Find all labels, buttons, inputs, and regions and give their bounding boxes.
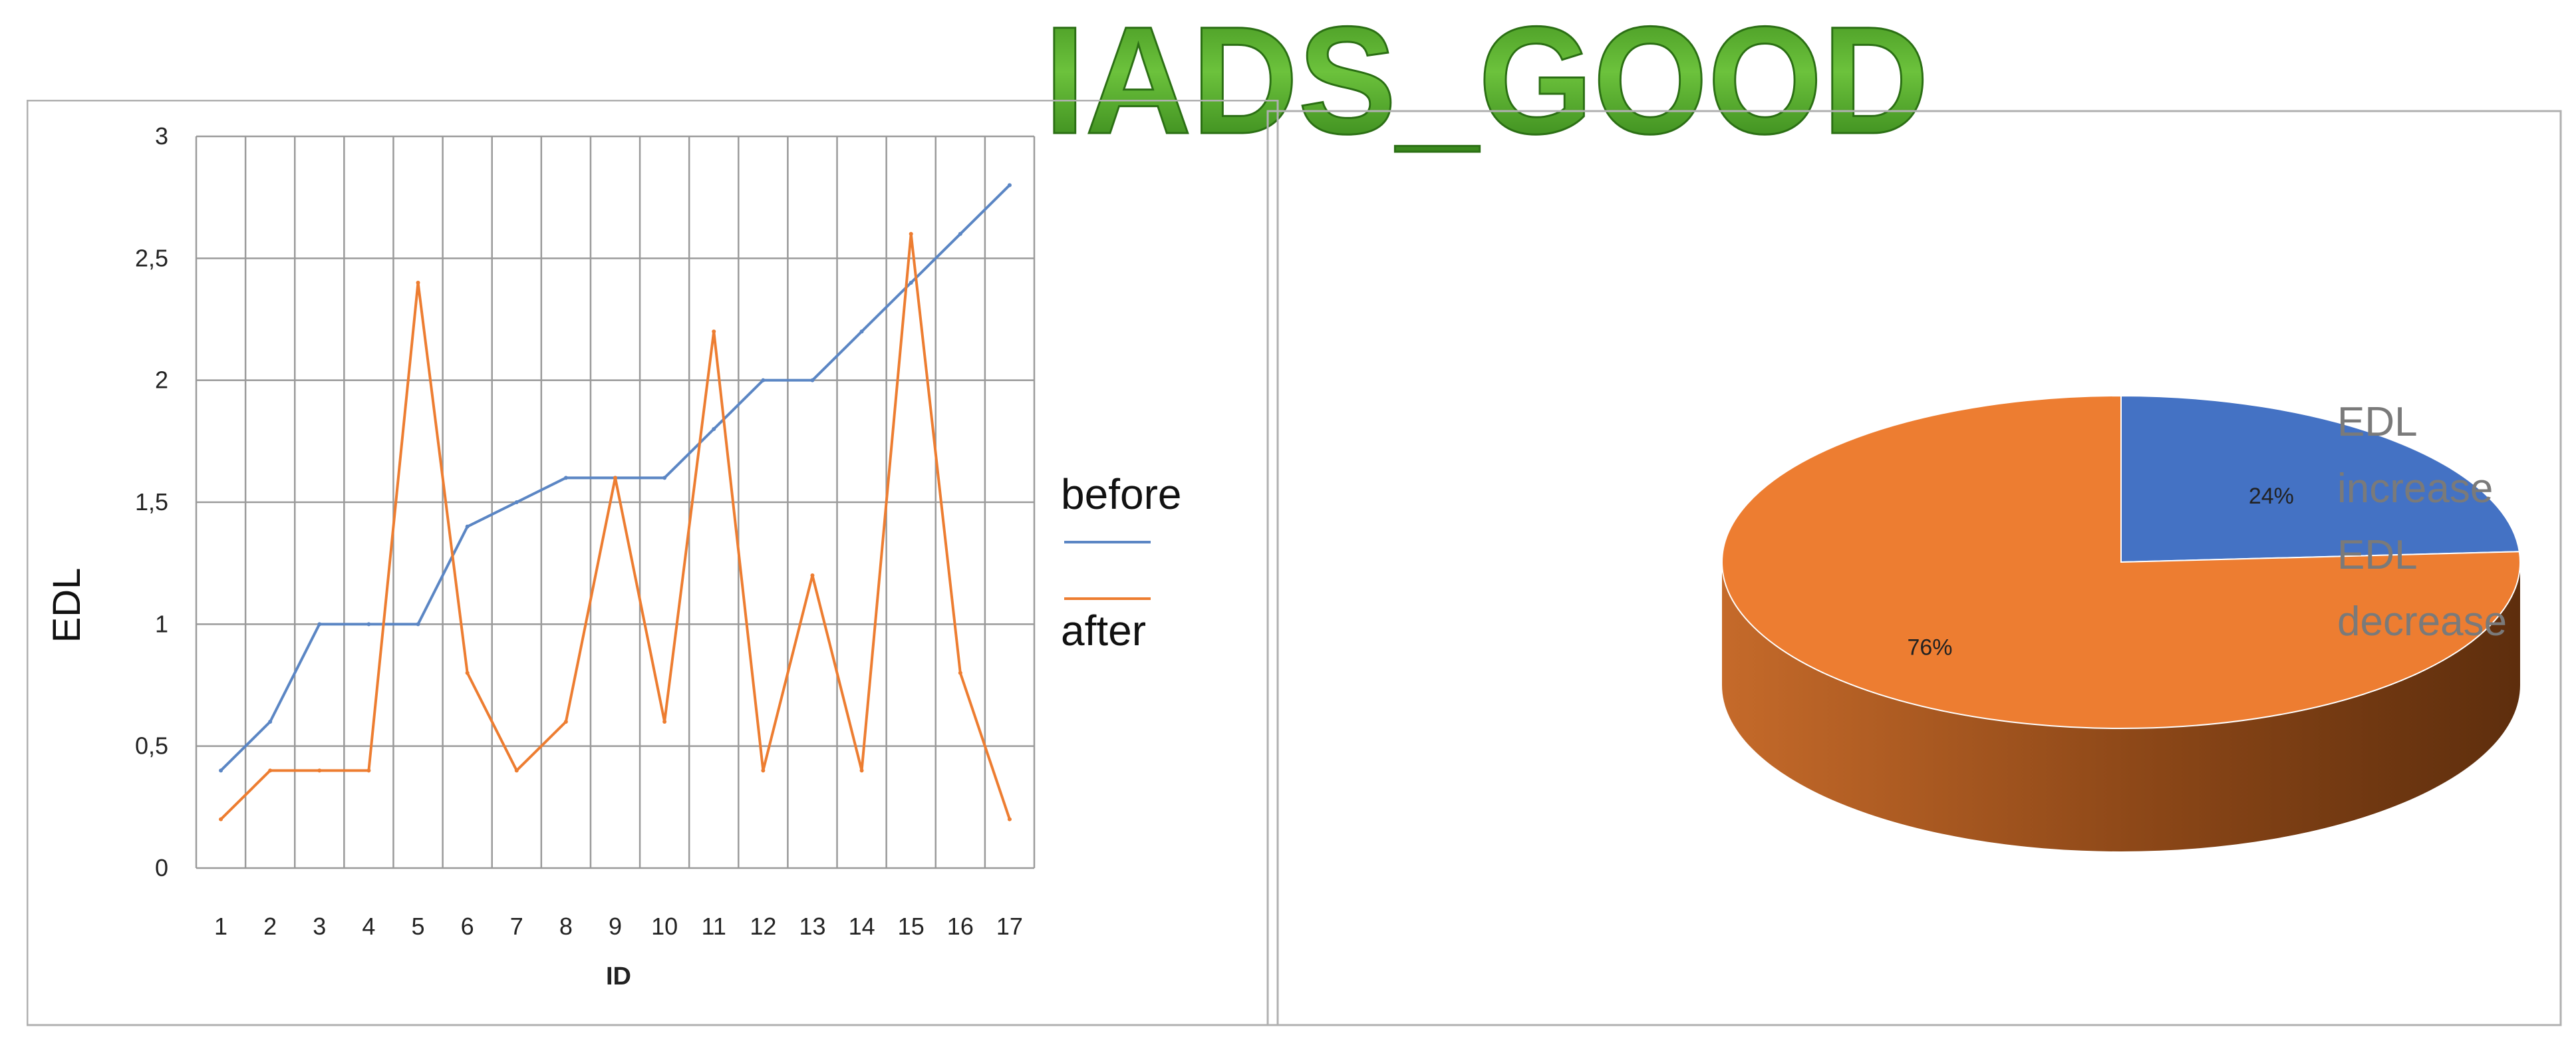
data-point-before (563, 476, 568, 480)
line-chart: 00,511,522,53 1 2 3 4 5 6 7 8 9 10 11 12 13 14 15 16 17 … (27, 100, 1279, 1026)
x-axis-label: ID (606, 963, 631, 990)
legend-label-after: after (1061, 607, 1146, 655)
y-tick-label: 1 (155, 610, 168, 637)
x-tick-label: 5 (412, 913, 425, 940)
y-tick-label: 2 (155, 367, 168, 394)
x-axis-ticks: 1 2 3 4 5 6 7 8 9 10 11 12 13 14 15 16 17 (214, 913, 1023, 940)
data-point-after (366, 768, 371, 773)
data-point-before (514, 500, 519, 504)
data-point-before (219, 768, 223, 773)
data-point-before (416, 622, 420, 627)
pie-legend: EDL increase EDL decrease (2303, 399, 2507, 645)
chart-title: IADS_GOOD (1044, 0, 1930, 167)
pie-data-labels: 24% 76% (1907, 484, 2293, 661)
pie-legend-swatch (2303, 481, 2320, 498)
x-tick-label: 14 (849, 913, 875, 940)
x-tick-label: 11 (702, 913, 726, 940)
data-point-after (268, 768, 273, 773)
x-tick-label: 13 (799, 913, 825, 940)
data-point-after (514, 768, 519, 773)
x-tick-label: 7 (510, 913, 523, 940)
data-point-before (712, 427, 716, 431)
data-point-after (712, 329, 716, 334)
pie-data-label: 24% (2249, 484, 2294, 509)
data-point-before (859, 329, 864, 334)
pie-legend-line: EDL (2337, 399, 2418, 445)
data-point-after (465, 671, 470, 675)
data-point-before (317, 622, 322, 627)
y-tick-label: 2,5 (135, 244, 168, 271)
pie-legend-line: decrease (2337, 599, 2507, 645)
pie-legend-label: EDL decrease (2337, 532, 2507, 645)
data-point-after (810, 573, 815, 577)
x-tick-label: 3 (313, 913, 326, 940)
pie-slice (1721, 394, 2521, 729)
y-tick-label: 0 (155, 854, 168, 881)
data-point-before (909, 281, 913, 285)
pie-slices (1721, 394, 2521, 851)
pie-chart-frame (1266, 110, 2562, 1026)
line-chart-grid (195, 135, 1036, 869)
x-tick-label: 10 (651, 913, 678, 940)
data-point-after (317, 768, 322, 773)
line-legend: before after (1061, 470, 1181, 655)
data-point-after (909, 231, 913, 236)
y-tick-label: 1,5 (135, 488, 168, 516)
pie-chart: 24% 76% EDL increase EDL decrease (1266, 110, 2562, 1026)
pie-legend-swatch (2303, 614, 2320, 631)
x-tick-label: 2 (263, 913, 277, 940)
x-tick-label: 8 (559, 913, 573, 940)
title-text: IADS_GOOD (1044, 0, 1929, 166)
data-point-after (662, 720, 667, 724)
data-point-before (465, 524, 470, 529)
data-point-before (761, 378, 766, 382)
pie-side-wall (1722, 562, 2520, 851)
legend-label-before: before (1061, 470, 1181, 518)
data-point-after (563, 720, 568, 724)
y-tick-label: 3 (155, 122, 168, 150)
x-tick-label: 1 (214, 913, 227, 940)
pie-legend-line: EDL (2337, 532, 2418, 578)
x-tick-label: 12 (750, 913, 776, 940)
line-series (219, 183, 1012, 822)
data-point-before (958, 231, 962, 236)
data-point-after (761, 768, 766, 773)
pie-legend-line: increase (2337, 466, 2493, 512)
data-point-before (366, 622, 371, 627)
series-line-after (219, 232, 1011, 821)
y-axis-label: EDL (45, 568, 88, 643)
data-point-after (613, 476, 617, 480)
x-tick-label: 9 (609, 913, 622, 940)
data-point-after (219, 817, 223, 822)
pie-data-label: 76% (1907, 635, 1952, 661)
data-point-after (1007, 817, 1012, 822)
data-point-before (662, 476, 667, 480)
x-tick-label: 17 (996, 913, 1023, 940)
data-point-after (958, 671, 962, 675)
y-tick-label: 0,5 (135, 732, 168, 760)
pie-legend-label: EDL increase (2337, 399, 2493, 512)
data-point-before (810, 378, 815, 382)
y-axis-ticks: 0 0,5 1 1,5 2 2,5 3 (135, 122, 168, 881)
x-tick-label: 15 (898, 913, 925, 940)
line-chart-frame (27, 100, 1279, 1026)
data-point-after (859, 768, 864, 773)
x-tick-label: 16 (947, 913, 974, 940)
x-tick-label: 4 (362, 913, 375, 940)
data-point-before (1007, 183, 1012, 188)
x-tick-label: 6 (461, 913, 474, 940)
data-point-after (416, 281, 420, 285)
pie-slice (2120, 394, 2520, 563)
data-point-before (268, 720, 273, 724)
